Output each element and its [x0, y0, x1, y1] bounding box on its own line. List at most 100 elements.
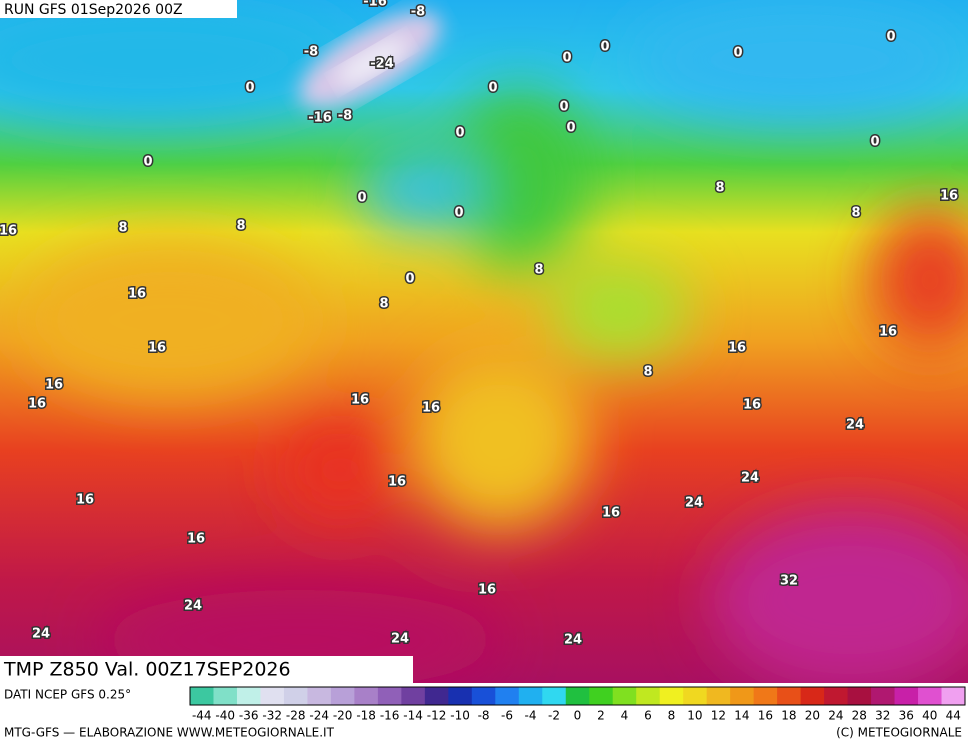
contour-label: 8: [118, 221, 127, 236]
colorbar-label: -6: [501, 709, 513, 723]
color-swatch: [471, 687, 496, 705]
color-swatch: [190, 687, 214, 705]
color-swatch: [706, 687, 731, 705]
contour-label: -8: [338, 109, 352, 124]
contour-label: 32: [780, 574, 798, 589]
color-swatch: [236, 687, 261, 705]
contour-label: 0: [886, 30, 895, 45]
colorbar-label: 0: [574, 709, 582, 723]
color-swatch: [330, 687, 355, 705]
colorbar-label: 24: [828, 709, 843, 723]
colorbar-label: -4: [525, 709, 537, 723]
contour-label: 16: [743, 398, 761, 413]
color-swatch: [354, 687, 379, 705]
color-swatch: [777, 687, 802, 705]
contour-label: 16: [76, 493, 94, 508]
colorbar-label: 36: [899, 709, 914, 723]
contour-label: 16: [940, 189, 958, 204]
color-swatch: [448, 687, 473, 705]
contour-label: 16: [45, 378, 63, 393]
contour-label: 0: [562, 51, 571, 66]
contour-label: 0: [455, 126, 464, 141]
color-swatch: [542, 687, 567, 705]
contour-label: 24: [184, 599, 202, 614]
contour-label: 0: [566, 121, 575, 136]
colorbar-label: 28: [852, 709, 867, 723]
contour-label: 8: [643, 365, 652, 380]
colorbar-label: 44: [946, 709, 961, 723]
contour-labels: -16 -8 -8 -24 -16 -8 0 0 0 0 0 0 0 0 0 0 0 0 0 0 8 8 8 8 8 8 8 16 16…: [0, 0, 960, 649]
colorbar-label: -2: [548, 709, 560, 723]
contour-label: 16: [478, 583, 496, 598]
contour-label: -24: [370, 57, 394, 72]
contour-label: 8: [715, 181, 724, 196]
colorbar-label: 4: [621, 709, 629, 723]
color-swatch: [824, 687, 849, 705]
contour-label: 0: [357, 191, 366, 206]
contour-label: 8: [851, 206, 860, 221]
contour-label: 16: [422, 401, 440, 416]
colorbar-label: 10: [687, 709, 702, 723]
colorbar-label: -10: [450, 709, 470, 723]
color-swatch: [847, 687, 872, 705]
colorbar-label: -36: [239, 709, 259, 723]
colorbar-label: 40: [922, 709, 937, 723]
contour-label: 24: [564, 633, 582, 648]
contour-label: 0: [733, 46, 742, 61]
color-swatch: [683, 687, 708, 705]
colorbar-label: 20: [805, 709, 820, 723]
color-swatch: [518, 687, 543, 705]
color-swatch: [636, 687, 661, 705]
contour-label: 24: [32, 627, 50, 642]
contour-label: 16: [148, 341, 166, 356]
colorbar-label: 6: [644, 709, 652, 723]
contour-label: -8: [411, 5, 425, 20]
contour-label: 16: [388, 475, 406, 490]
colorbar-label: -20: [333, 709, 353, 723]
color-swatch: [871, 687, 896, 705]
contour-label: 8: [379, 297, 388, 312]
color-swatch: [377, 687, 402, 705]
color-swatch: [495, 687, 520, 705]
colorbar-label: -44: [192, 709, 212, 723]
color-swatch: [213, 687, 238, 705]
contour-label: -16: [363, 0, 387, 10]
contour-label: 16: [602, 506, 620, 521]
contour-label: 8: [534, 263, 543, 278]
contour-label: 8: [236, 219, 245, 234]
color-swatch: [589, 687, 614, 705]
contour-label: 16: [879, 325, 897, 340]
contour-label: 16: [351, 393, 369, 408]
colorbar-label: -18: [356, 709, 376, 723]
color-swatch: [941, 687, 966, 705]
contour-label: 16: [128, 287, 146, 302]
colorbar-label: 32: [875, 709, 890, 723]
colorbar-label: 14: [734, 709, 749, 723]
colorbar-label: 18: [781, 709, 796, 723]
colorbar-label: -32: [262, 709, 282, 723]
color-swatch: [800, 687, 825, 705]
color-swatch: [307, 687, 332, 705]
color-swatch: [565, 687, 590, 705]
colorbar-frame: [189, 686, 966, 706]
contour-label: 16: [187, 532, 205, 547]
contour-label: 0: [559, 100, 568, 115]
color-swatch: [730, 687, 755, 705]
colorbar-label: -14: [403, 709, 423, 723]
colorbar-label: -40: [215, 709, 235, 723]
run-label: RUN GFS 01Sep2026 00Z: [4, 2, 183, 18]
title-box: [0, 656, 413, 683]
run-box: [0, 0, 237, 18]
color-swatch: [283, 687, 308, 705]
contour-label: 24: [685, 496, 703, 511]
temperature-field: [0, 0, 968, 683]
color-swatch: [659, 687, 684, 705]
footer-left: MTG-GFS — ELABORAZIONE WWW.METEOGIORNALE…: [4, 726, 335, 740]
contour-label: -16: [308, 111, 332, 126]
contour-label: 16: [728, 341, 746, 356]
contour-label: 24: [741, 471, 759, 486]
contour-label: 16: [0, 224, 17, 239]
colorbar-label: 12: [711, 709, 726, 723]
colorbar-label: 2: [597, 709, 605, 723]
